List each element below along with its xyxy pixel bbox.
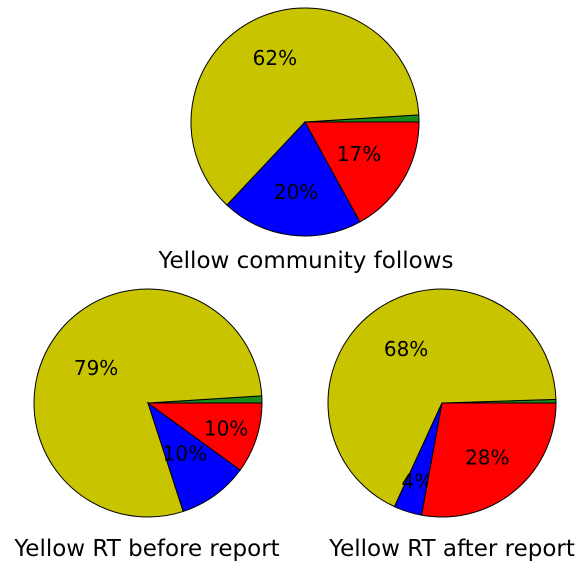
pie-slice-label: 20% xyxy=(274,180,318,204)
pie-slice-label: 68% xyxy=(384,337,428,361)
pie-chart-rt-before-report: 79% 10%10% xyxy=(33,288,263,518)
pie-slice-label: 10% xyxy=(204,416,248,440)
pie-slice xyxy=(190,7,420,206)
pie-slice-label: 79% xyxy=(74,356,118,380)
pie-chart-community-follows: 62% 20% 17% xyxy=(190,7,420,237)
pie-slice-label: 17% xyxy=(337,142,381,166)
pie-slice-label: 28% xyxy=(465,445,509,469)
pie-title-community-follows: Yellow community follows xyxy=(158,248,454,274)
pie-slice xyxy=(327,288,557,508)
pie-title-rt-before-report: Yellow RT before report xyxy=(13,536,279,562)
pie-slice-label: 62% xyxy=(253,46,297,70)
pie-title-rt-after-report: Yellow RT after report xyxy=(328,536,575,562)
pie-slice xyxy=(304,121,420,223)
pie-slice xyxy=(226,121,361,237)
pie-slice xyxy=(146,402,263,471)
pie-slice xyxy=(421,402,557,518)
pie-slice-label: 10% xyxy=(163,442,207,466)
pie-slice xyxy=(147,401,241,513)
pie-chart-rt-after-report: 68%4%28% xyxy=(327,288,557,518)
